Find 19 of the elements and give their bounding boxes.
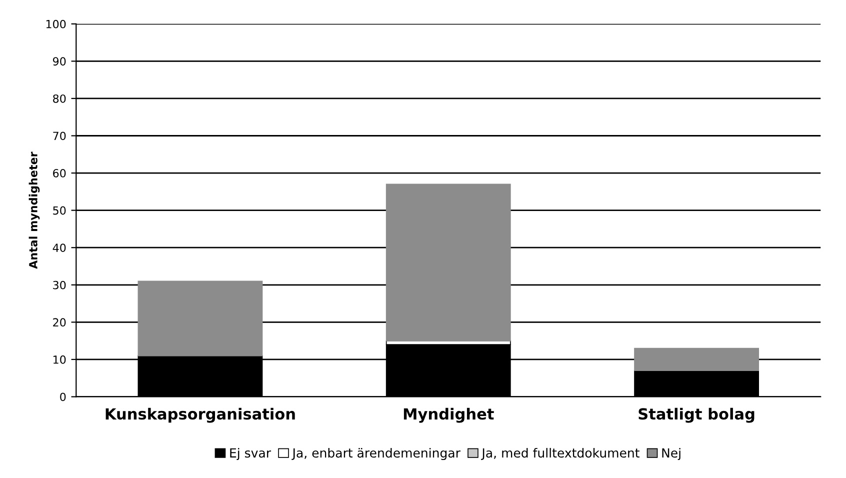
y-tick-label: 10 xyxy=(54,355,66,364)
x-tick-label: Statligt bolag xyxy=(638,408,754,423)
legend-label: Ja, enbart ärendemeningar xyxy=(292,448,460,460)
legend-label: Ej svar xyxy=(230,448,272,460)
y-tick-label: 0 xyxy=(60,392,66,402)
y-tick-label: 60 xyxy=(53,169,66,178)
y-tick-label: 20 xyxy=(53,318,66,327)
x-tick-label: Kunskapsorganisation xyxy=(106,408,295,423)
y-tick-label: 40 xyxy=(52,244,66,252)
legend-label: Nej xyxy=(662,448,680,460)
y-tick-label: 90 xyxy=(52,57,66,66)
legend-label: Ja, med fulltextdokument xyxy=(481,448,640,460)
y-tick-label: 70 xyxy=(53,132,66,140)
x-tick-label: Myndighet xyxy=(404,408,494,423)
y-tick-label: 100 xyxy=(46,20,66,28)
y-tick-label: 30 xyxy=(53,280,66,290)
y-tick-label: 80 xyxy=(53,94,66,103)
y-axis-title: Antal myndigheter xyxy=(28,152,40,269)
y-tick-label: 50 xyxy=(53,206,66,215)
